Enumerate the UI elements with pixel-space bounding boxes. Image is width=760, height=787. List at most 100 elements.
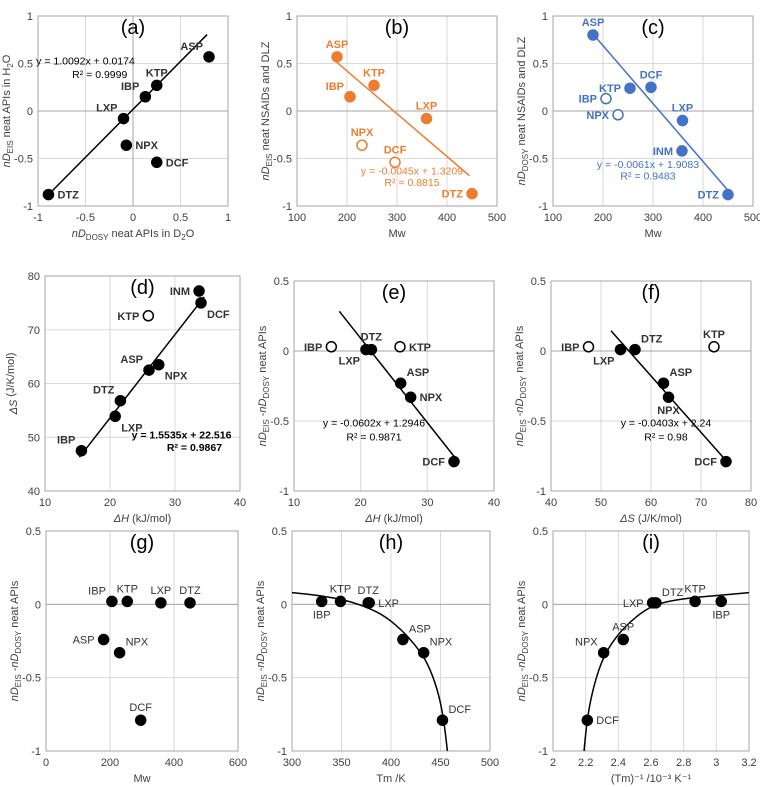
- x-tick-label: 2.8: [676, 757, 691, 769]
- data-label: NPX: [575, 637, 598, 649]
- x-tick-label: 0.5: [173, 212, 188, 224]
- x-tick-label: 100: [544, 212, 562, 224]
- x-tick-label: 2: [550, 757, 556, 769]
- trendline-r2: R² = 0.98: [644, 432, 688, 444]
- x-tick-label: 200: [338, 212, 356, 224]
- data-label: KTP: [117, 583, 138, 595]
- data-point-ktp: [708, 341, 720, 353]
- data-label: INM: [653, 146, 673, 158]
- data-point-asp: [397, 633, 409, 646]
- y-tick-label: 0.5: [26, 526, 41, 538]
- data-point-inm: [193, 285, 205, 297]
- x-axis-label: Tm /K: [376, 773, 406, 785]
- y-axis-label: nDEIS -nDDOSY neat APIs: [255, 580, 269, 701]
- trendline-equation: y = -0.0403x + 2.24: [621, 418, 712, 430]
- data-label: ASP: [670, 367, 693, 379]
- data-label: LXP: [121, 422, 142, 434]
- x-tick-label: 200: [594, 212, 612, 224]
- y-tick-label: -1: [31, 746, 41, 758]
- chart-panel: -1 -0.5 0 0.5 1 -1 -0.5 0 0.5 1 (a) nDDOSY neat API…: [1, 11, 231, 242]
- y-axis-label: nDEIS -nDDOSY neat APIs: [257, 325, 271, 446]
- x-tick-label: -1: [33, 212, 43, 224]
- x-tick-label: 10: [39, 497, 51, 509]
- trendline: [592, 33, 730, 193]
- data-label: NPX: [351, 127, 374, 139]
- trendline: [78, 296, 205, 458]
- data-point-asp: [331, 51, 343, 63]
- x-tick-label: 30: [421, 497, 433, 509]
- data-point-dcf: [436, 714, 449, 726]
- data-label: KTP: [117, 311, 139, 323]
- data-point-lxp: [109, 410, 121, 423]
- y-tick-label: -1: [277, 746, 287, 758]
- trendline: [335, 61, 470, 177]
- data-label: ASP: [612, 622, 634, 634]
- trendline-equation: y = 1.0092x + 0.0174: [36, 55, 135, 67]
- data-point-asp: [143, 364, 155, 376]
- x-tick-label: -0.5: [76, 212, 95, 224]
- data-label: IBP: [712, 609, 730, 621]
- data-point-ibp: [325, 341, 338, 353]
- x-tick-label: 40: [488, 497, 500, 509]
- data-point-npx: [153, 358, 165, 371]
- x-axis-label: ΔS (J/K/mol): [619, 513, 682, 525]
- y-tick-label: 0.5: [531, 276, 546, 288]
- data-label: LXP: [416, 101, 437, 113]
- panel-label: (f): [642, 282, 661, 304]
- data-point-asp: [657, 377, 670, 389]
- x-tick-label: 200: [101, 757, 119, 769]
- data-label: ASP: [407, 367, 430, 379]
- x-tick-label: 3.2: [741, 757, 756, 769]
- data-label: IBP: [88, 585, 106, 597]
- x-tick-label: 20: [355, 497, 367, 509]
- y-tick-label: -1: [538, 201, 548, 213]
- x-tick-label: 30: [169, 497, 181, 509]
- y-tick-label: -1: [536, 486, 546, 498]
- data-point-ktp: [121, 595, 134, 608]
- data-point-ibp: [600, 92, 612, 105]
- data-point-dcf: [448, 455, 460, 468]
- x-tick-label: 0: [43, 757, 49, 769]
- data-label: DTZ: [641, 334, 663, 346]
- data-label: DCF: [384, 144, 407, 156]
- y-tick-label: 0.5: [272, 526, 287, 538]
- plot-frame: [45, 530, 239, 752]
- data-point-dcf: [134, 714, 147, 726]
- y-tick-label: -0.5: [527, 416, 546, 428]
- y-tick-label: 0.5: [274, 276, 289, 288]
- y-tick-label: 0.5: [533, 59, 548, 71]
- panel-label: (b): [385, 17, 409, 39]
- chart-panel: -1 -0.5 0 0.5 0 200 400 600 (g) Mw nDEIS -nDDOSY n…: [9, 526, 247, 785]
- x-tick-label: 350: [332, 757, 350, 769]
- data-label: ASP: [120, 354, 143, 366]
- x-tick-label: 300: [283, 757, 301, 769]
- x-axis-label: Mw: [133, 773, 150, 785]
- data-label: ASP: [73, 635, 95, 647]
- chart-panel: -1 -0.5 0 0.5 1 100 200 300 400 500 (c) Mw nDDOSY ne…: [516, 11, 760, 240]
- data-point-lxp: [117, 112, 130, 125]
- x-tick-label: 40: [545, 497, 557, 509]
- data-label: NPX: [135, 140, 158, 152]
- y-tick-label: 0: [283, 346, 289, 358]
- data-label: DCF: [129, 702, 152, 714]
- data-point-lxp: [155, 597, 167, 609]
- data-point-asp: [617, 633, 629, 646]
- y-tick-label: 0: [540, 346, 546, 358]
- y-tick-label: 0: [542, 599, 548, 611]
- y-tick-label: -0.5: [14, 154, 33, 166]
- x-tick-label: 2.4: [611, 757, 626, 769]
- data-point-npx: [662, 391, 675, 403]
- trendline-r2: R² = 0.8815: [384, 177, 439, 189]
- data-point-npx: [120, 139, 133, 151]
- data-point-lxp: [676, 114, 689, 127]
- y-tick-label: 0: [542, 106, 548, 118]
- x-tick-label: 50: [595, 497, 607, 509]
- x-tick-label: 600: [229, 757, 247, 769]
- panel-label: (h): [379, 532, 403, 554]
- y-tick-label: -0.5: [22, 673, 41, 685]
- data-point-lxp: [363, 597, 375, 609]
- data-point-ibp: [344, 91, 356, 103]
- data-point-ibp: [106, 595, 118, 608]
- data-label: ASP: [180, 41, 203, 53]
- data-point-lxp: [646, 597, 659, 609]
